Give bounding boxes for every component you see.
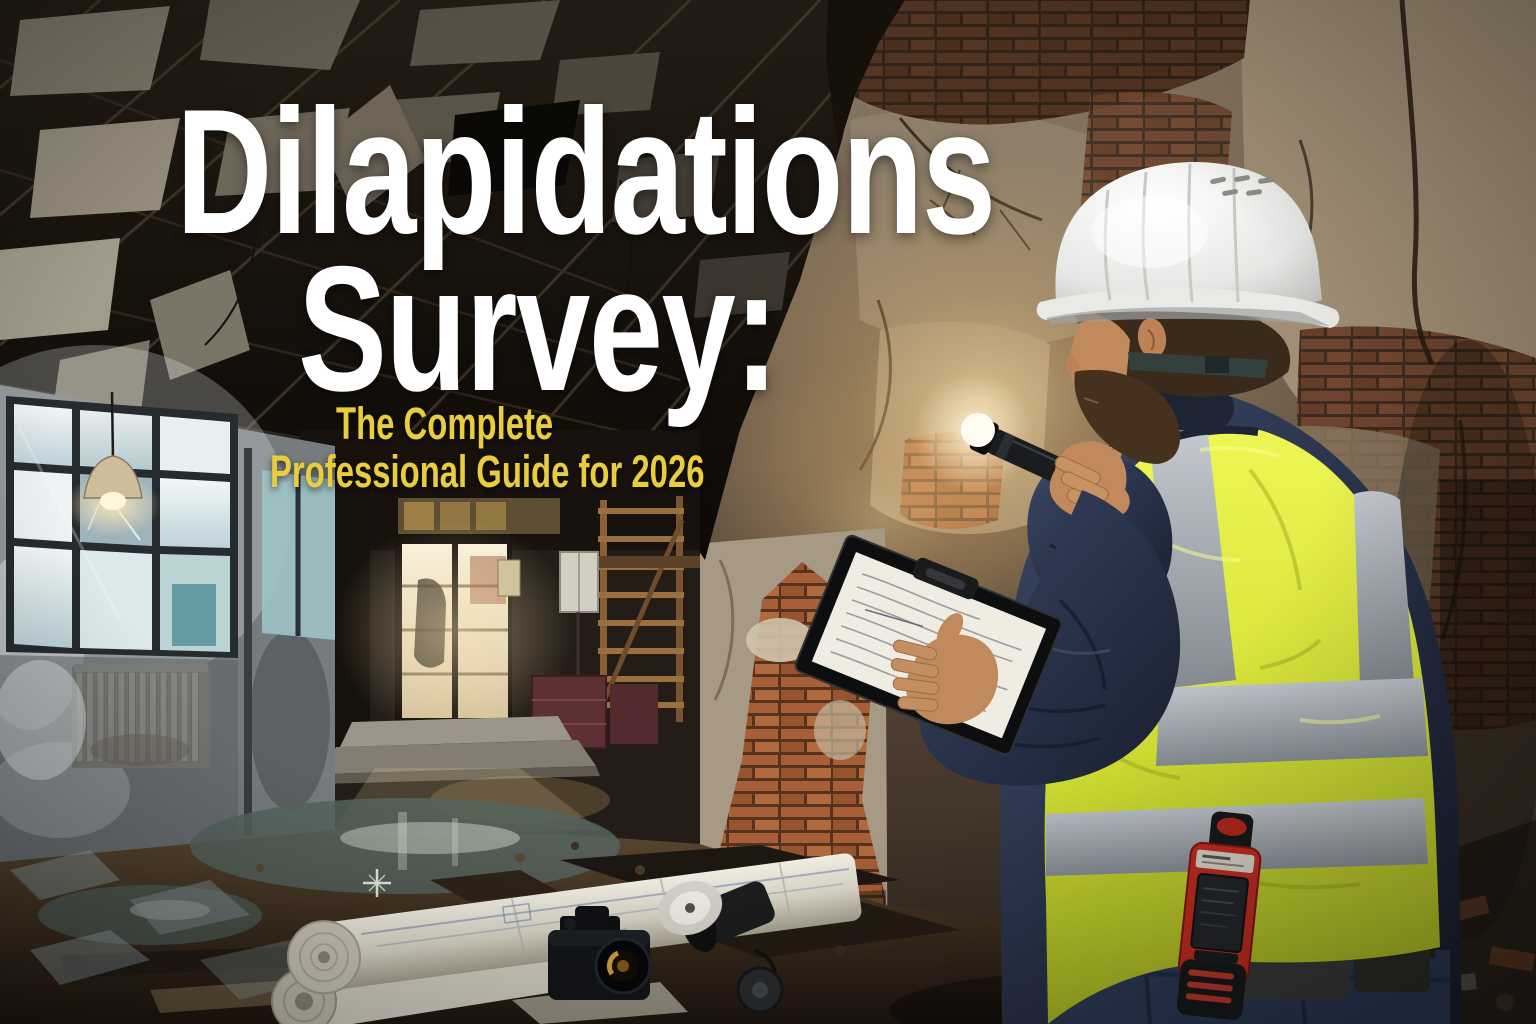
vignette [0,0,1536,1024]
scene-illustration [0,0,1536,1024]
hero-image: Dilapidations Survey: The Complete Profe… [0,0,1536,1024]
